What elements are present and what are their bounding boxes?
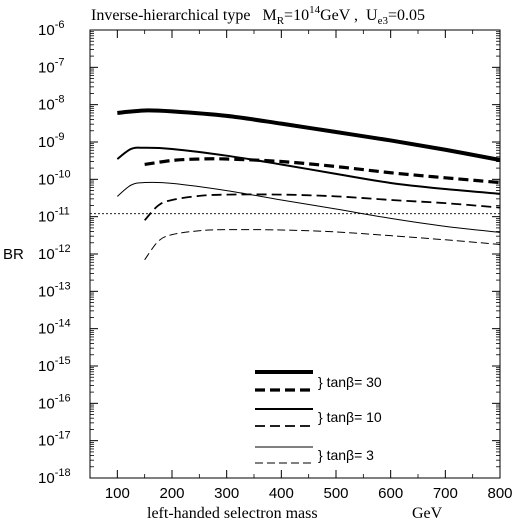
y-axis-ticks: 10-6 10-7 10-8 10-9 10-10 10-11 10-12 10-13 10-1… xyxy=(38,19,500,487)
legend: } tanβ= 30 } tanβ= 10 } tanβ= 3 xyxy=(255,370,382,464)
y-axis-label: BR xyxy=(3,246,24,263)
title-prefix: Inverse-hierarchical type xyxy=(91,7,250,24)
y-tick-label: 10-10 xyxy=(38,168,71,188)
title-mr-exp: 14 xyxy=(309,4,321,16)
plot-frame xyxy=(89,29,501,479)
y-tick-label: 10-17 xyxy=(38,430,71,450)
x-axis-label: left-handed selectron mass xyxy=(147,505,318,522)
title-mr-unit: GeV , xyxy=(320,7,358,24)
title-mr-eq: =10 xyxy=(284,7,309,24)
y-tick-label: 10-9 xyxy=(38,131,64,151)
y-tick-label: 10-14 xyxy=(38,318,71,338)
series-line-tanb30-dashed xyxy=(144,157,501,185)
y-tick-label: 10-18 xyxy=(38,467,71,487)
series-line-tanb10-dashed xyxy=(143,193,501,221)
x-tick-label: 800 xyxy=(487,485,512,502)
y-tick-label: 10-11 xyxy=(38,206,70,226)
title-ue-eq: =0.05 xyxy=(388,7,425,24)
chart-title: Inverse-hierarchical type MR=1014GeV , U… xyxy=(91,4,425,27)
legend-label-tanb10: } tanβ= 10 xyxy=(318,409,382,425)
series-line-tanb10-solid xyxy=(116,146,501,195)
x-tick-label: 600 xyxy=(378,485,403,502)
y-tick-label: 10-7 xyxy=(38,56,64,76)
y-tick-label: 10-12 xyxy=(38,243,71,263)
y-tick-label: 10-13 xyxy=(38,280,71,300)
title-mr-sub: R xyxy=(277,15,285,27)
x-tick-label: 100 xyxy=(105,485,130,502)
x-tick-label: 500 xyxy=(323,485,348,502)
title-ue-sub: e3 xyxy=(378,15,389,27)
y-tick-label: 10-6 xyxy=(38,19,64,39)
x-tick-label: 200 xyxy=(159,485,184,502)
legend-label-tanb3: } tanβ= 3 xyxy=(318,447,374,463)
x-tick-label: 400 xyxy=(269,485,294,502)
y-tick-label: 10-8 xyxy=(38,94,64,114)
series-line-tanb3-dashed xyxy=(144,229,501,261)
title-ue-main: U xyxy=(366,7,378,24)
title-mr-main: M xyxy=(262,7,276,24)
series-line-tanb30-solid xyxy=(117,108,501,162)
x-tick-label: 700 xyxy=(433,485,458,502)
y-tick-label: 10-15 xyxy=(38,355,71,375)
series-layer xyxy=(116,108,501,261)
x-axis-unit: GeV xyxy=(412,505,443,522)
y-tick-label: 10-16 xyxy=(38,392,71,412)
x-axis-ticks: 100 200 300 400 500 600 700 800 xyxy=(89,30,513,502)
x-tick-label: 300 xyxy=(214,485,239,502)
series-line-tanb3-solid xyxy=(117,181,501,233)
legend-label-tanb30: } tanβ= 30 xyxy=(318,374,382,390)
